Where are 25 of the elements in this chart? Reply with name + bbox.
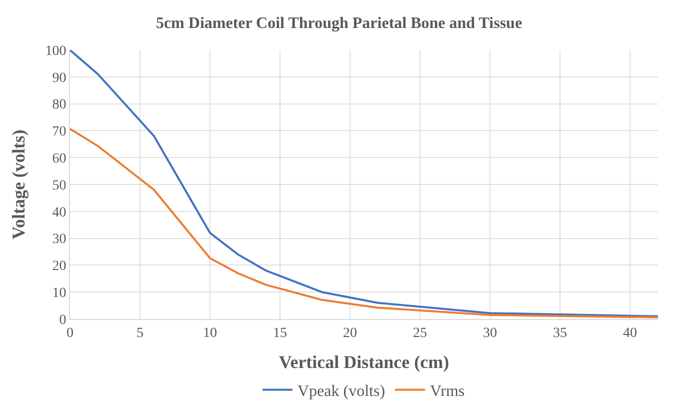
y-tick-label: 100 <box>45 44 66 59</box>
x-tick-label: 15 <box>273 326 287 341</box>
y-tick-label: 50 <box>52 178 66 194</box>
x-tick-label: 5 <box>136 326 144 341</box>
x-axis-title: Vertical Distance (cm) <box>278 352 450 372</box>
y-tick-label: 40 <box>52 205 66 220</box>
y-axis-title: Voltage (volts) <box>8 130 28 240</box>
legend-label: Vpeak (volts) <box>298 382 386 400</box>
x-tick-label: 10 <box>203 326 217 341</box>
y-tick-label: 70 <box>52 124 66 140</box>
line-series <box>70 50 658 318</box>
x-tick-label: 40 <box>623 326 637 341</box>
x-tick-label: 30 <box>483 326 497 341</box>
y-tick-label: 60 <box>52 152 66 166</box>
x-tick-label: 25 <box>413 326 427 341</box>
y-tick-label: 0 <box>59 312 66 328</box>
y-tick-label: 30 <box>52 232 66 248</box>
y-tick-label: 90 <box>52 70 66 86</box>
x-tick-label: 35 <box>553 326 567 341</box>
y-tick-label: 80 <box>52 98 66 113</box>
chart-title: 5cm Diameter Coil Through Parietal Bone and Tissue <box>156 14 522 32</box>
y-tick-label: 20 <box>52 259 66 274</box>
legend-label: Vrms <box>430 382 465 400</box>
y-tick-label: 10 <box>52 286 66 301</box>
x-tick-label: 20 <box>343 326 357 341</box>
